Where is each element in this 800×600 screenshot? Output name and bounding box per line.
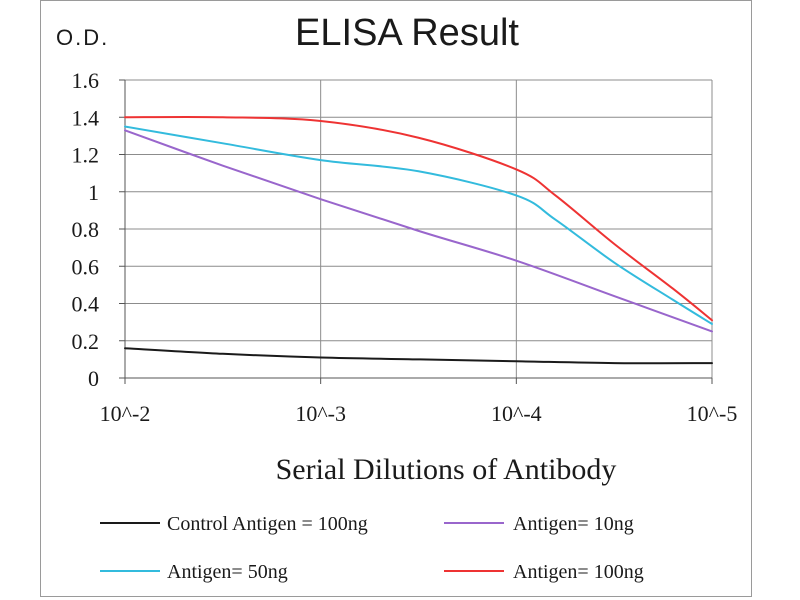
y-tick-label: 1.6 — [72, 68, 100, 93]
x-tick-labels: 10^-2 10^-3 10^-4 10^-5 — [100, 401, 738, 426]
x-tick-label: 10^-4 — [491, 401, 542, 426]
y-tick-label: 1.4 — [72, 105, 100, 130]
y-tick-label: 1.2 — [72, 143, 100, 168]
legend-label: Antigen= 10ng — [513, 513, 634, 535]
x-tick-label: 10^-3 — [295, 401, 346, 426]
legend-label: Control Antigen = 100ng — [167, 513, 368, 535]
series-lines — [124, 115, 713, 365]
y-tick-label: 0 — [88, 366, 99, 391]
x-tick-label: 10^-2 — [100, 401, 151, 426]
y-tick-label: 1 — [88, 180, 99, 205]
legend-item: Control Antigen = 100ng — [100, 513, 368, 535]
legend-item: Antigen= 10ng — [444, 513, 634, 535]
y-tick-label: 0.4 — [72, 292, 100, 317]
legend-label: Antigen= 100ng — [513, 561, 644, 583]
y-tick-label: 0.6 — [72, 254, 100, 279]
legend: Control Antigen = 100ng Antigen= 10ng Anti… — [100, 513, 644, 583]
series-line-1 — [124, 129, 713, 333]
y-tick-labels: 0 0.2 0.4 0.6 0.8 1 1.2 1.4 1.6 — [72, 68, 100, 391]
chart-title: ELISA Result — [295, 12, 519, 54]
x-tick-label: 10^-5 — [687, 401, 738, 426]
gridlines — [124, 79, 713, 379]
legend-item: Antigen= 50ng — [100, 561, 288, 583]
series-line-3 — [124, 115, 713, 322]
series-line-2 — [124, 125, 713, 325]
legend-item: Antigen= 100ng — [444, 561, 644, 583]
chart-frame — [40, 0, 752, 597]
axes — [119, 79, 713, 384]
series-line-0 — [124, 347, 713, 365]
y-tick-label: 0.8 — [72, 217, 100, 242]
y-tick-label: 0.2 — [72, 329, 100, 354]
y-axis-label: O.D. — [56, 25, 109, 50]
legend-label: Antigen= 50ng — [167, 561, 288, 583]
x-axis-label: Serial Dilutions of Antibody — [276, 453, 617, 486]
